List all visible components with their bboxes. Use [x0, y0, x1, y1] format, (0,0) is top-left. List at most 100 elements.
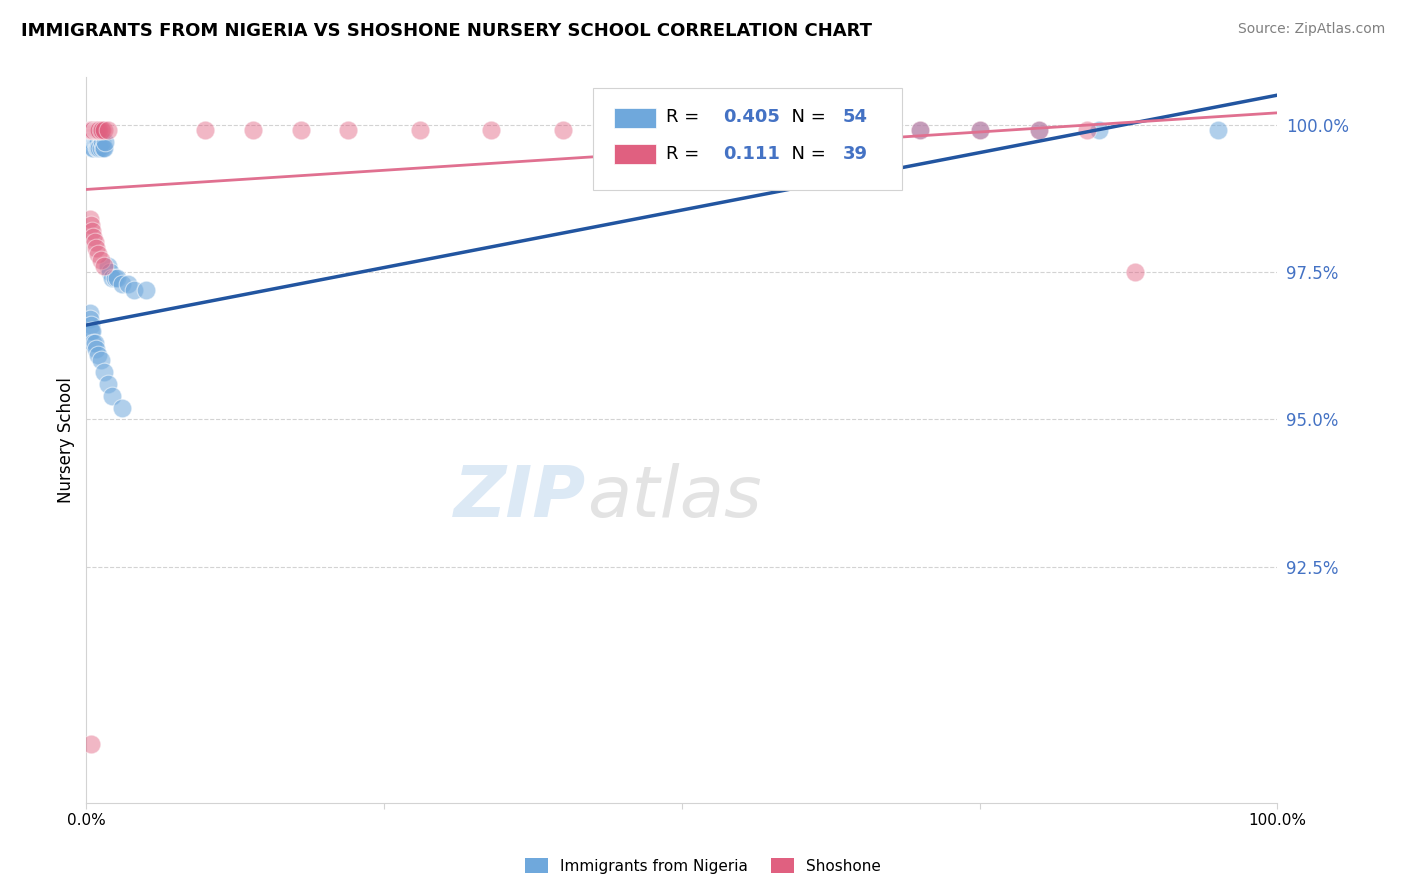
Text: R =: R = — [666, 108, 706, 127]
Point — [82, 123, 104, 137]
Point — [1028, 123, 1050, 137]
Point — [82, 123, 104, 137]
Point — [82, 129, 104, 144]
Point — [84, 342, 107, 356]
Point — [84, 123, 107, 137]
Text: N =: N = — [779, 108, 831, 127]
Point — [94, 136, 117, 150]
Point — [87, 141, 110, 155]
Point — [1123, 265, 1146, 279]
Point — [82, 129, 104, 144]
Point — [86, 123, 108, 137]
Point — [730, 123, 752, 137]
Point — [90, 253, 112, 268]
Point — [1028, 123, 1050, 137]
Point — [908, 123, 931, 137]
Point — [82, 224, 104, 238]
Point — [79, 136, 101, 150]
Point — [101, 271, 124, 285]
Text: 0.111: 0.111 — [724, 145, 780, 162]
Point — [79, 312, 101, 326]
Text: N =: N = — [779, 145, 831, 162]
Point — [101, 389, 124, 403]
Point — [86, 136, 108, 150]
Point — [84, 136, 107, 150]
Point — [83, 123, 105, 137]
Point — [90, 141, 112, 155]
Point — [80, 218, 103, 232]
Point — [91, 141, 114, 155]
Point — [83, 335, 105, 350]
Point — [1088, 123, 1111, 137]
Point — [93, 365, 115, 379]
Point — [98, 265, 121, 279]
Text: R =: R = — [666, 145, 706, 162]
Point — [551, 123, 574, 137]
Point — [80, 324, 103, 338]
Point — [969, 123, 991, 137]
Point — [90, 353, 112, 368]
Point — [79, 129, 101, 144]
Point — [82, 123, 104, 137]
Point — [194, 123, 217, 137]
Point — [82, 141, 104, 155]
Text: Source: ZipAtlas.com: Source: ZipAtlas.com — [1237, 22, 1385, 37]
Point — [86, 141, 108, 155]
Point — [790, 123, 813, 137]
Legend: Immigrants from Nigeria, Shoshone: Immigrants from Nigeria, Shoshone — [519, 852, 887, 880]
Point — [908, 123, 931, 137]
Point — [80, 123, 103, 137]
Point — [82, 324, 104, 338]
Point — [111, 401, 134, 415]
Point — [80, 737, 103, 751]
Point — [82, 335, 104, 350]
Point — [83, 129, 105, 144]
Point — [87, 136, 110, 150]
Point — [479, 123, 502, 137]
FancyBboxPatch shape — [592, 88, 903, 190]
Point — [83, 235, 105, 250]
Text: atlas: atlas — [586, 464, 761, 533]
Point — [79, 123, 101, 137]
FancyBboxPatch shape — [614, 145, 655, 164]
Point — [80, 123, 103, 137]
Point — [93, 141, 115, 155]
Point — [79, 211, 101, 226]
Point — [82, 141, 104, 155]
Point — [90, 136, 112, 150]
Point — [84, 129, 107, 144]
Point — [87, 347, 110, 361]
Text: IMMIGRANTS FROM NIGERIA VS SHOSHONE NURSERY SCHOOL CORRELATION CHART: IMMIGRANTS FROM NIGERIA VS SHOSHONE NURS… — [21, 22, 872, 40]
Text: ZIP: ZIP — [454, 464, 586, 533]
Point — [82, 136, 104, 150]
Point — [111, 277, 134, 291]
Y-axis label: Nursery School: Nursery School — [58, 377, 75, 503]
Point — [80, 136, 103, 150]
Point — [849, 123, 872, 137]
Point — [82, 136, 104, 150]
Point — [242, 123, 264, 137]
Point — [97, 376, 120, 391]
Point — [105, 271, 128, 285]
Point — [82, 229, 104, 244]
Point — [969, 123, 991, 137]
Text: 54: 54 — [842, 108, 868, 127]
Point — [117, 277, 139, 291]
Point — [80, 318, 103, 332]
FancyBboxPatch shape — [614, 108, 655, 128]
Point — [671, 123, 693, 137]
Point — [97, 123, 120, 137]
Point — [104, 271, 127, 285]
Point — [290, 123, 312, 137]
Point — [409, 123, 432, 137]
Point — [89, 141, 111, 155]
Point — [97, 259, 120, 273]
Text: 0.405: 0.405 — [724, 108, 780, 127]
Point — [93, 123, 115, 137]
Point — [1076, 123, 1098, 137]
Point — [90, 123, 112, 137]
Point — [337, 123, 360, 137]
Point — [90, 123, 112, 137]
Point — [93, 259, 115, 273]
Point — [79, 306, 101, 320]
